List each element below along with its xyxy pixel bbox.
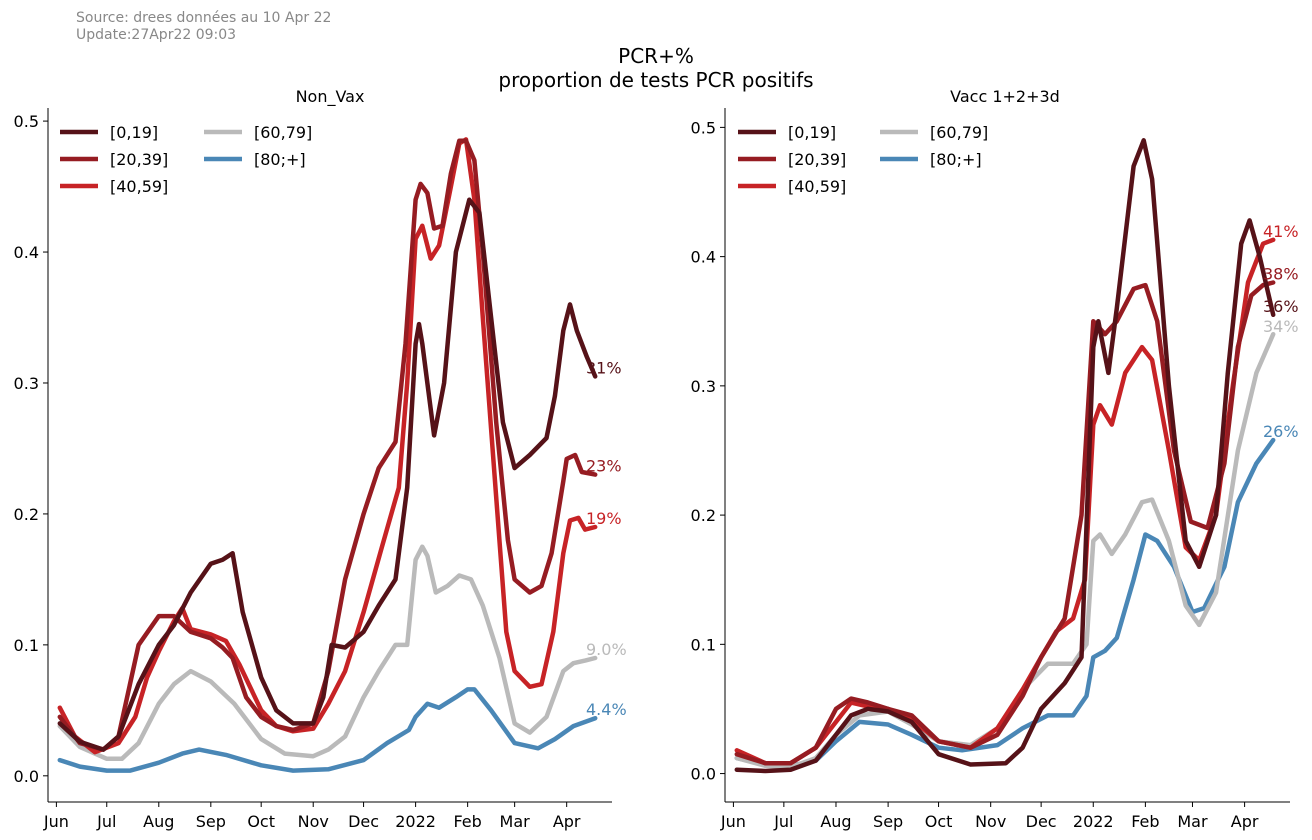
x-tick-label: Dec [1026, 812, 1057, 831]
source-note: Source: drees données au 10 Apr 22 [76, 10, 332, 26]
legend-label: [40,59] [110, 177, 168, 196]
x-tick-label: Sep [873, 812, 903, 831]
x-tick-label: Apr [553, 812, 581, 831]
update-note: Update:27Apr22 09:03 [76, 27, 237, 43]
y-tick-label: 0.4 [691, 248, 716, 267]
series-line--20-39- [57, 138, 598, 752]
x-tick-label: Nov [298, 812, 329, 831]
series-line--20-39- [734, 280, 1276, 766]
series-line--0-19- [57, 197, 598, 752]
series-line--40-59- [734, 237, 1276, 766]
x-tick-label: Mar [500, 812, 531, 831]
panel-title: Non_Vax [296, 87, 365, 107]
end-label--80-: 26% [1263, 422, 1299, 441]
end-label--40-59-: 19% [586, 509, 622, 528]
y-tick-label: 0.5 [14, 112, 39, 131]
end-label--80-: 4.4% [586, 700, 627, 719]
legend-label: [80;+] [930, 150, 982, 169]
y-tick-label: 0.3 [14, 374, 39, 393]
x-tick-label: Dec [348, 812, 379, 831]
x-tick-label: Aug [143, 812, 174, 831]
x-tick-label: 2022 [1073, 812, 1114, 831]
end-label--40-59-: 41% [1263, 222, 1299, 241]
chart-title: PCR+% [618, 44, 694, 68]
legend-label: [80;+] [254, 150, 306, 169]
legend-label: [60,79] [930, 123, 988, 142]
series-line--80- [734, 437, 1276, 769]
end-label--20-39-: 23% [586, 457, 622, 476]
x-tick-label: Jun [720, 812, 746, 831]
chart-subtitle: proportion de tests PCR positifs [498, 68, 814, 92]
x-tick-label: Nov [975, 812, 1006, 831]
y-tick-label: 0.3 [691, 377, 716, 396]
x-tick-label: Oct [925, 812, 953, 831]
legend-label: [40,59] [788, 177, 846, 196]
legend-label: [0,19] [788, 123, 836, 142]
panel-title: Vacc 1+2+3d [950, 87, 1060, 106]
x-tick-label: Mar [1177, 812, 1208, 831]
x-tick-label: Sep [196, 812, 226, 831]
legend-label: [60,79] [254, 123, 312, 142]
x-tick-label: Oct [247, 812, 275, 831]
legend-label: [20,39] [110, 150, 168, 169]
y-tick-label: 0.2 [14, 505, 39, 524]
x-tick-label: Jun [43, 812, 69, 831]
x-tick-label: Apr [1231, 812, 1259, 831]
end-label--0-19-: 31% [586, 358, 622, 377]
y-tick-label: 0.0 [14, 767, 39, 786]
legend-label: [0,19] [110, 123, 158, 142]
y-tick-label: 0.5 [691, 118, 716, 137]
series-line--0-19- [734, 138, 1276, 774]
x-tick-label: Feb [1131, 812, 1159, 831]
series-line--60-79- [57, 544, 598, 762]
x-tick-label: Feb [453, 812, 481, 831]
y-tick-label: 0.0 [691, 765, 716, 784]
end-label--60-79-: 34% [1263, 317, 1299, 336]
end-label--0-19-: 36% [1263, 297, 1299, 316]
end-label--60-79-: 9.0% [586, 640, 627, 659]
x-tick-label: Aug [820, 812, 851, 831]
x-tick-label: Jul [96, 812, 116, 831]
series-line--80- [57, 687, 598, 773]
y-tick-label: 0.1 [14, 636, 39, 655]
y-tick-label: 0.2 [691, 506, 716, 525]
legend-label: [20,39] [788, 150, 846, 169]
end-label--20-39-: 38% [1263, 264, 1299, 283]
y-tick-label: 0.1 [691, 635, 716, 654]
y-tick-label: 0.4 [14, 243, 39, 262]
x-tick-label: Jul [773, 812, 793, 831]
x-tick-label: 2022 [395, 812, 436, 831]
